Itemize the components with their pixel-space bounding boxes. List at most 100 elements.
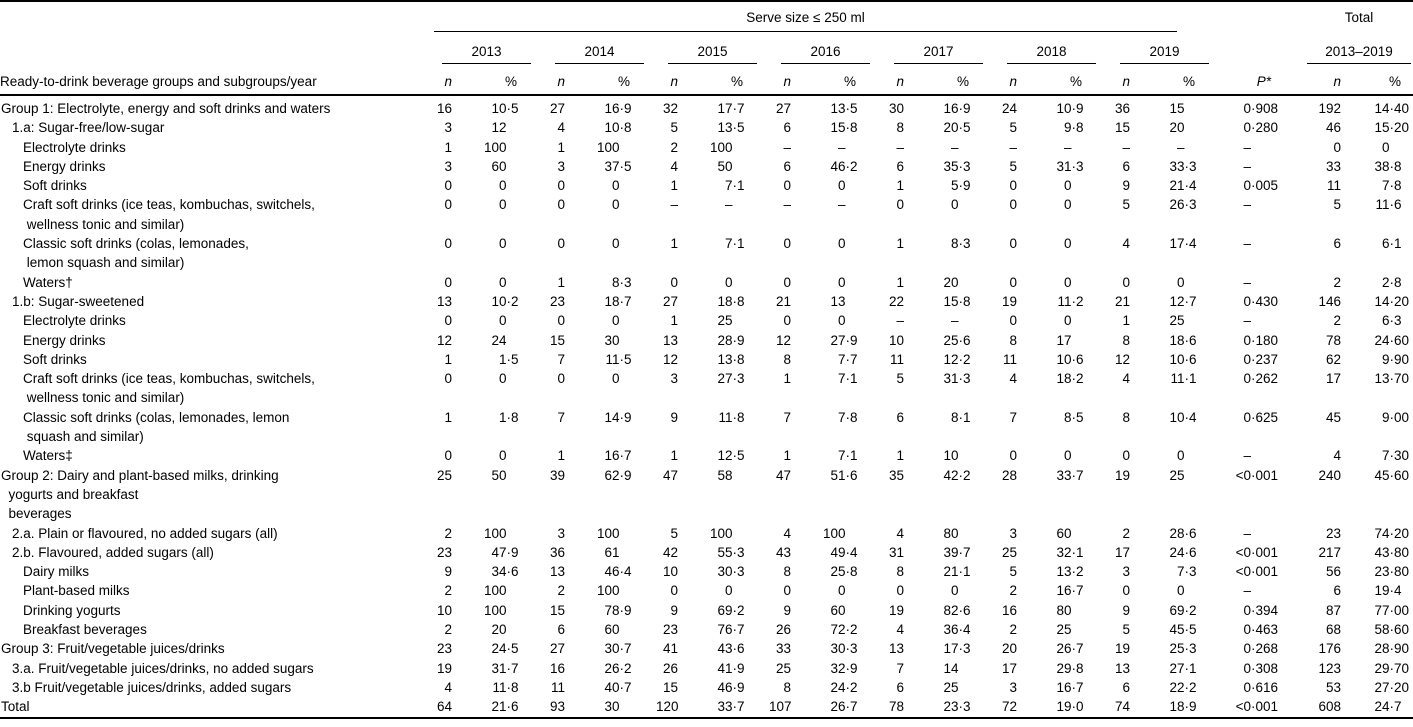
int-part: 0 (498, 178, 507, 194)
n-cell: 0 (1122, 448, 1130, 464)
int-part: 18 (1169, 332, 1185, 348)
total-n-cell: 146 (1318, 293, 1341, 309)
int-part: 10 (491, 101, 507, 116)
int-part: 30 (604, 641, 620, 657)
int-part: <0 (1235, 467, 1251, 483)
n-cell: 8 (783, 351, 791, 367)
frac-part: ·8 (845, 564, 858, 580)
frac-part: ·3 (958, 699, 971, 715)
n-cell: 8 (1122, 409, 1130, 425)
pct-cell: 27·9 (799, 331, 882, 350)
n-cell: 0 (557, 236, 565, 252)
n-cell: 4 (557, 120, 565, 136)
pct-cell: 100 (686, 138, 769, 157)
n-cell: 1 (444, 139, 452, 155)
pct-cell: 43·6 (686, 639, 769, 658)
frac-part: ·8 (958, 293, 971, 309)
int-part: 19 (1056, 699, 1072, 715)
table-row: Waters† 0 0 1 8·3 0 0 0 0 1 20 0 0 0 0–2 2·8 (0, 273, 1413, 292)
frac-part: ·00 (1389, 409, 1409, 425)
column-header-row: Ready-to-drink beverage groups and subgr… (0, 64, 1413, 96)
int-part: 17 (943, 641, 959, 657)
row-label: 3.a. Fruit/vegetable juices/drinks, no a… (12, 660, 314, 676)
frac-part: ·5 (506, 101, 519, 116)
n-label: n (444, 74, 452, 89)
n-label: n (557, 74, 565, 89)
pct-cell: 26·7 (1025, 639, 1108, 658)
frac-part: ·9 (958, 101, 971, 116)
int-part: – (1243, 197, 1251, 213)
int-part: 100 (709, 525, 733, 541)
frac-part: ·3 (1184, 158, 1197, 174)
pct-cell: 36·4 (912, 620, 995, 639)
frac-part: ·0 (1071, 699, 1084, 715)
row-label: 2.b. Flavoured, added sugars (all) (12, 544, 214, 560)
int-part: 0 (498, 236, 507, 252)
pct-cell: 82·6 (912, 601, 995, 620)
row-label: Electrolyte drinks (23, 139, 126, 155)
pct-cell: 32·9 (799, 659, 882, 678)
int-part: 10 (1169, 351, 1185, 367)
frac-part: ·6 (1184, 332, 1197, 348)
pct-cell: 100 (460, 581, 543, 600)
n-cell: 10 (888, 332, 904, 348)
p-cell: <0·001 (1221, 543, 1305, 562)
pct-cell: 42·2 (912, 466, 995, 524)
n-cell: 1 (783, 448, 791, 464)
int-part: – (1243, 139, 1251, 155)
pct-cell: 20 (912, 273, 995, 292)
total-pct-cell: 45·60 (1357, 466, 1413, 524)
pct-cell: 7·8 (799, 408, 882, 447)
table-row: 2.b. Flavoured, added sugars (all) 23 47·9… (0, 543, 1413, 562)
int-part: 38 (1374, 158, 1390, 174)
int-part: 29 (1056, 660, 1072, 676)
pct-cell: 25 (1138, 311, 1221, 330)
int-part: 14 (1374, 293, 1390, 309)
int-part: 0 (837, 274, 846, 290)
n-cell: 13 (662, 332, 678, 348)
n-cell: 1 (557, 139, 565, 155)
frac-part: ·001 (1250, 564, 1279, 580)
pct-cell: 15 (1138, 95, 1221, 118)
n-cell: 12 (436, 332, 452, 348)
p-cell: 0·908 (1221, 95, 1305, 118)
total-n-cell: 17 (1325, 371, 1341, 387)
p-cell: 0·394 (1221, 601, 1305, 620)
frac-part: ·9 (619, 101, 632, 116)
pct-cell: 25 (1138, 466, 1221, 524)
int-part: 25 (1169, 467, 1185, 483)
pct-cell: 0 (460, 195, 543, 234)
pct-cell: 12·2 (912, 350, 995, 369)
pct-cell: 27·1 (1138, 659, 1221, 678)
row-label: Energy drinks (23, 332, 106, 348)
p-cell: <0·001 (1221, 562, 1305, 581)
int-part: 100 (483, 139, 507, 155)
int-part: 0 (611, 313, 620, 329)
pct-cell: 7·1 (799, 446, 882, 465)
int-part: 15 (1374, 120, 1390, 136)
n-cell: 0 (444, 313, 452, 329)
int-part: 0 (1243, 660, 1251, 676)
pct-cell: 25 (912, 678, 995, 697)
table-row: Drinking yogurts 10 100 15 78·9 9 69·2 9 60 19 82·… (0, 601, 1413, 620)
int-part: 0 (1381, 139, 1390, 155)
frac-part: ·8 (732, 351, 745, 367)
pct-cell: – (799, 195, 882, 234)
pct-cell: 100 (686, 524, 769, 543)
n-cell: 2 (444, 525, 452, 541)
frac-part: ·237 (1250, 351, 1279, 367)
pct-cell: 0 (1025, 234, 1108, 273)
total-pct-cell: 0 (1357, 138, 1413, 157)
pct-cell: 0 (686, 581, 769, 600)
year-label: 2015 (668, 44, 757, 64)
int-part: 29 (1374, 660, 1390, 676)
int-part: 9 (1381, 351, 1390, 367)
n-cell: 16 (549, 660, 565, 676)
row-label: Craft soft drinks (ice teas, kombuchas, … (23, 371, 315, 406)
total-header-line2: 2013–2019 (1307, 44, 1411, 64)
frac-part: ·2 (1071, 564, 1084, 580)
pct-column-header: % (799, 64, 882, 96)
table-header: Serve size ≤ 250 ml Total 2013 2014 2015 20… (0, 1, 1413, 96)
frac-part: ·3 (1389, 313, 1402, 329)
n-cell: 13 (888, 641, 904, 657)
